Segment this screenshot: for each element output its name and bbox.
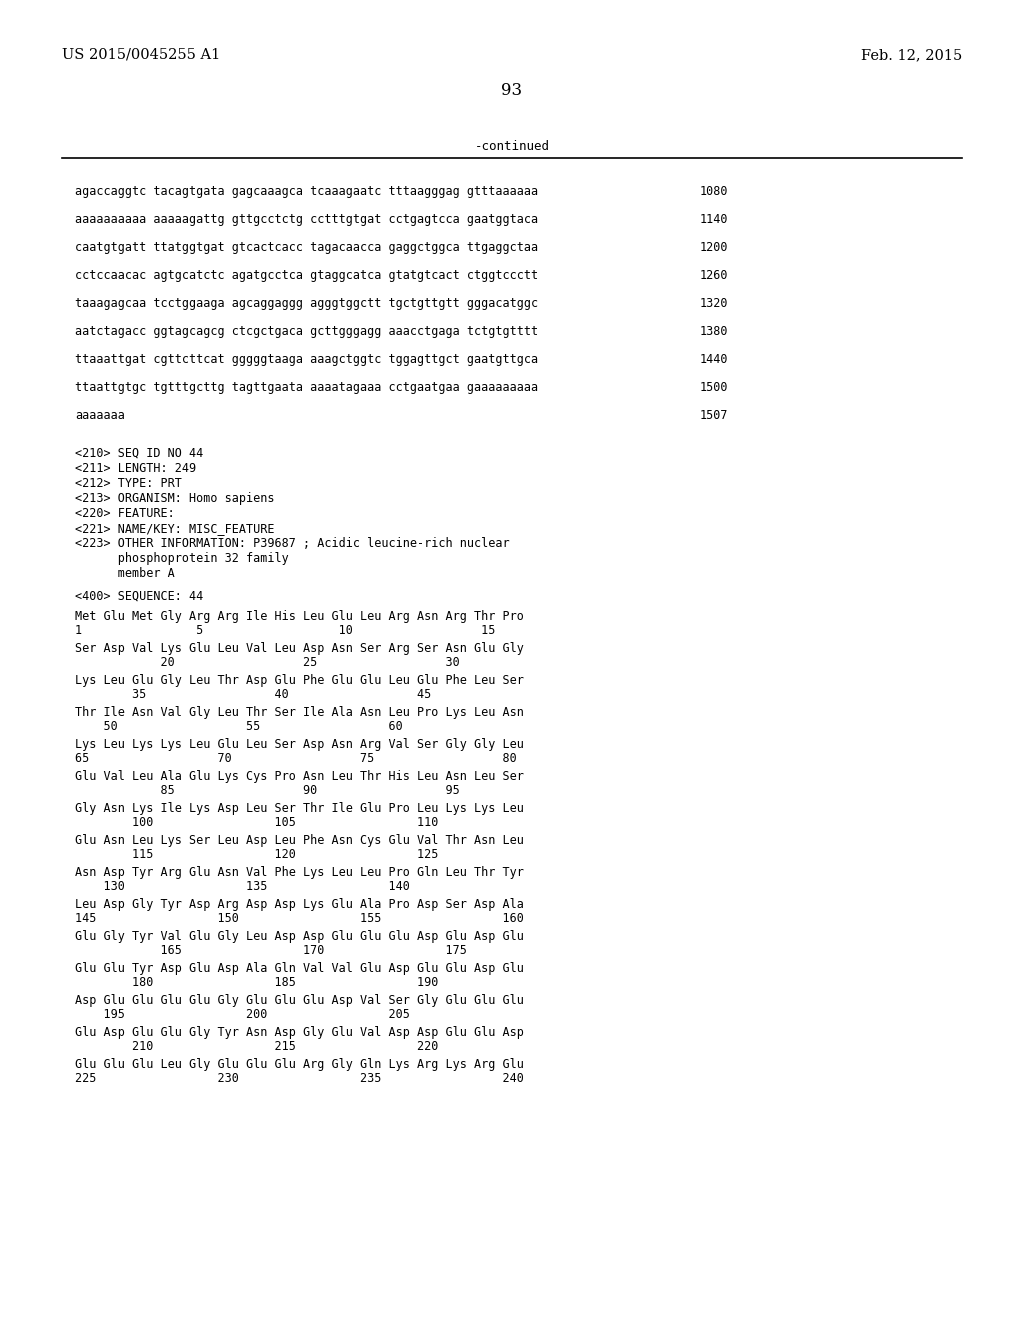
Text: 1080: 1080 [700, 185, 728, 198]
Text: <400> SEQUENCE: 44: <400> SEQUENCE: 44 [75, 590, 203, 603]
Text: taaagagcaa tcctggaaga agcaggaggg agggtggctt tgctgttgtt gggacatggc: taaagagcaa tcctggaaga agcaggaggg agggtgg… [75, 297, 539, 310]
Text: 165                 170                 175: 165 170 175 [75, 944, 467, 957]
Text: 50                  55                  60: 50 55 60 [75, 719, 402, 733]
Text: Asp Glu Glu Glu Glu Gly Glu Glu Glu Asp Val Ser Gly Glu Glu Glu: Asp Glu Glu Glu Glu Gly Glu Glu Glu Asp … [75, 994, 524, 1007]
Text: 85                  90                  95: 85 90 95 [75, 784, 460, 797]
Text: Glu Glu Glu Leu Gly Glu Glu Glu Arg Gly Gln Lys Arg Lys Arg Glu: Glu Glu Glu Leu Gly Glu Glu Glu Arg Gly … [75, 1059, 524, 1071]
Text: caatgtgatt ttatggtgat gtcactcacc tagacaacca gaggctggca ttgaggctaa: caatgtgatt ttatggtgat gtcactcacc tagacaa… [75, 242, 539, 253]
Text: Lys Leu Glu Gly Leu Thr Asp Glu Phe Glu Glu Leu Glu Phe Leu Ser: Lys Leu Glu Gly Leu Thr Asp Glu Phe Glu … [75, 675, 524, 686]
Text: 210                 215                 220: 210 215 220 [75, 1040, 438, 1053]
Text: 1                5                   10                  15: 1 5 10 15 [75, 624, 496, 638]
Text: <212> TYPE: PRT: <212> TYPE: PRT [75, 477, 182, 490]
Text: <220> FEATURE:: <220> FEATURE: [75, 507, 175, 520]
Text: 1140: 1140 [700, 213, 728, 226]
Text: Thr Ile Asn Val Gly Leu Thr Ser Ile Ala Asn Leu Pro Lys Leu Asn: Thr Ile Asn Val Gly Leu Thr Ser Ile Ala … [75, 706, 524, 719]
Text: 1260: 1260 [700, 269, 728, 282]
Text: ttaaattgat cgttcttcat gggggtaaga aaagctggtc tggagttgct gaatgttgca: ttaaattgat cgttcttcat gggggtaaga aaagctg… [75, 352, 539, 366]
Text: <223> OTHER INFORMATION: P39687 ; Acidic leucine-rich nuclear: <223> OTHER INFORMATION: P39687 ; Acidic… [75, 537, 510, 550]
Text: Met Glu Met Gly Arg Arg Ile His Leu Glu Leu Arg Asn Arg Thr Pro: Met Glu Met Gly Arg Arg Ile His Leu Glu … [75, 610, 524, 623]
Text: aaaaaaaaaa aaaaagattg gttgcctctg cctttgtgat cctgagtcca gaatggtaca: aaaaaaaaaa aaaaagattg gttgcctctg cctttgt… [75, 213, 539, 226]
Text: 130                 135                 140: 130 135 140 [75, 880, 410, 894]
Text: Feb. 12, 2015: Feb. 12, 2015 [861, 48, 962, 62]
Text: Gly Asn Lys Ile Lys Asp Leu Ser Thr Ile Glu Pro Leu Lys Lys Leu: Gly Asn Lys Ile Lys Asp Leu Ser Thr Ile … [75, 803, 524, 814]
Text: <211> LENGTH: 249: <211> LENGTH: 249 [75, 462, 197, 475]
Text: 180                 185                 190: 180 185 190 [75, 975, 438, 989]
Text: <213> ORGANISM: Homo sapiens: <213> ORGANISM: Homo sapiens [75, 492, 274, 506]
Text: 93: 93 [502, 82, 522, 99]
Text: Glu Gly Tyr Val Glu Gly Leu Asp Asp Glu Glu Glu Asp Glu Asp Glu: Glu Gly Tyr Val Glu Gly Leu Asp Asp Glu … [75, 931, 524, 942]
Text: 1200: 1200 [700, 242, 728, 253]
Text: 20                  25                  30: 20 25 30 [75, 656, 460, 669]
Text: Glu Glu Tyr Asp Glu Asp Ala Gln Val Val Glu Asp Glu Glu Asp Glu: Glu Glu Tyr Asp Glu Asp Ala Gln Val Val … [75, 962, 524, 975]
Text: 1380: 1380 [700, 325, 728, 338]
Text: ttaattgtgc tgtttgcttg tagttgaata aaaatagaaa cctgaatgaa gaaaaaaaaa: ttaattgtgc tgtttgcttg tagttgaata aaaatag… [75, 381, 539, 393]
Text: Glu Asn Leu Lys Ser Leu Asp Leu Phe Asn Cys Glu Val Thr Asn Leu: Glu Asn Leu Lys Ser Leu Asp Leu Phe Asn … [75, 834, 524, 847]
Text: Glu Val Leu Ala Glu Lys Cys Pro Asn Leu Thr His Leu Asn Leu Ser: Glu Val Leu Ala Glu Lys Cys Pro Asn Leu … [75, 770, 524, 783]
Text: aatctagacc ggtagcagcg ctcgctgaca gcttgggagg aaacctgaga tctgtgtttt: aatctagacc ggtagcagcg ctcgctgaca gcttggg… [75, 325, 539, 338]
Text: 65                  70                  75                  80: 65 70 75 80 [75, 752, 517, 766]
Text: -continued: -continued [474, 140, 550, 153]
Text: US 2015/0045255 A1: US 2015/0045255 A1 [62, 48, 220, 62]
Text: 225                 230                 235                 240: 225 230 235 240 [75, 1072, 524, 1085]
Text: 195                 200                 205: 195 200 205 [75, 1008, 410, 1020]
Text: Glu Asp Glu Glu Gly Tyr Asn Asp Gly Glu Val Asp Asp Glu Glu Asp: Glu Asp Glu Glu Gly Tyr Asn Asp Gly Glu … [75, 1026, 524, 1039]
Text: Lys Leu Lys Lys Leu Glu Leu Ser Asp Asn Arg Val Ser Gly Gly Leu: Lys Leu Lys Lys Leu Glu Leu Ser Asp Asn … [75, 738, 524, 751]
Text: 35                  40                  45: 35 40 45 [75, 688, 431, 701]
Text: aaaaaaa: aaaaaaa [75, 409, 125, 422]
Text: phosphoprotein 32 family: phosphoprotein 32 family [75, 552, 289, 565]
Text: 1507: 1507 [700, 409, 728, 422]
Text: member A: member A [75, 568, 175, 579]
Text: 1440: 1440 [700, 352, 728, 366]
Text: Ser Asp Val Lys Glu Leu Val Leu Asp Asn Ser Arg Ser Asn Glu Gly: Ser Asp Val Lys Glu Leu Val Leu Asp Asn … [75, 642, 524, 655]
Text: <221> NAME/KEY: MISC_FEATURE: <221> NAME/KEY: MISC_FEATURE [75, 521, 274, 535]
Text: 1500: 1500 [700, 381, 728, 393]
Text: 145                 150                 155                 160: 145 150 155 160 [75, 912, 524, 925]
Text: Asn Asp Tyr Arg Glu Asn Val Phe Lys Leu Leu Pro Gln Leu Thr Tyr: Asn Asp Tyr Arg Glu Asn Val Phe Lys Leu … [75, 866, 524, 879]
Text: agaccaggtc tacagtgata gagcaaagca tcaaagaatc tttaagggag gtttaaaaaa: agaccaggtc tacagtgata gagcaaagca tcaaaga… [75, 185, 539, 198]
Text: <210> SEQ ID NO 44: <210> SEQ ID NO 44 [75, 447, 203, 459]
Text: cctccaacac agtgcatctc agatgcctca gtaggcatca gtatgtcact ctggtccctt: cctccaacac agtgcatctc agatgcctca gtaggca… [75, 269, 539, 282]
Text: 100                 105                 110: 100 105 110 [75, 816, 438, 829]
Text: Leu Asp Gly Tyr Asp Arg Asp Asp Lys Glu Ala Pro Asp Ser Asp Ala: Leu Asp Gly Tyr Asp Arg Asp Asp Lys Glu … [75, 898, 524, 911]
Text: 1320: 1320 [700, 297, 728, 310]
Text: 115                 120                 125: 115 120 125 [75, 847, 438, 861]
